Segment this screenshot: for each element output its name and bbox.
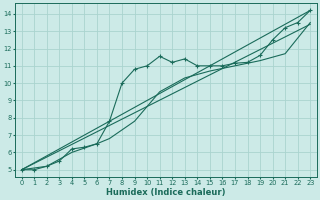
X-axis label: Humidex (Indice chaleur): Humidex (Indice chaleur) xyxy=(106,188,226,197)
